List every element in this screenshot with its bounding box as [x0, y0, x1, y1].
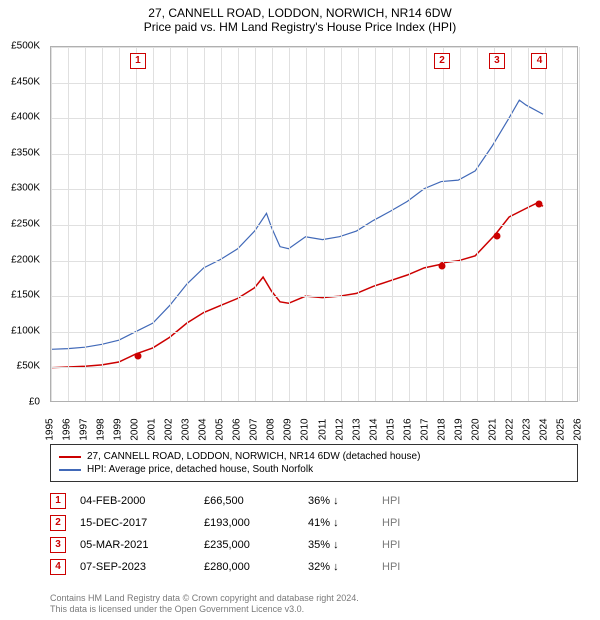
x-tick-label: 2018 [436, 418, 447, 440]
sale-date: 05-MAR-2021 [80, 539, 190, 551]
sale-pct: 41% ↓ [308, 517, 368, 529]
sale-table-row: 4 07-SEP-2023 £280,000 32% ↓ HPI [50, 556, 578, 578]
sale-marker-box: 3 [489, 53, 505, 69]
x-tick-label: 1999 [113, 418, 124, 440]
x-tick-label: 1996 [62, 418, 73, 440]
x-tick-label: 2024 [538, 418, 549, 440]
chart-title-line1: 27, CANNELL ROAD, LODDON, NORWICH, NR14 … [0, 6, 600, 20]
footer-attribution: Contains HM Land Registry data © Crown c… [50, 593, 578, 616]
chart-svg [51, 47, 577, 401]
y-tick-label: £50K [17, 361, 40, 372]
x-tick-label: 2003 [181, 418, 192, 440]
legend-item: HPI: Average price, detached house, Sout… [59, 463, 569, 476]
footer-line2: This data is licensed under the Open Gov… [50, 604, 578, 616]
y-tick-label: £350K [11, 147, 40, 158]
sale-row-marker: 1 [50, 493, 66, 509]
sale-pct: 35% ↓ [308, 539, 368, 551]
sale-dot [493, 232, 500, 239]
legend-swatch [59, 469, 81, 471]
sale-date: 15-DEC-2017 [80, 517, 190, 529]
x-tick-label: 2016 [402, 418, 413, 440]
x-tick-label: 2019 [453, 418, 464, 440]
sale-price: £66,500 [204, 495, 294, 507]
sale-hpi-label: HPI [382, 517, 400, 529]
sale-date: 07-SEP-2023 [80, 561, 190, 573]
x-tick-label: 1997 [79, 418, 90, 440]
y-tick-label: £500K [11, 41, 40, 52]
chart-legend: 27, CANNELL ROAD, LODDON, NORWICH, NR14 … [50, 444, 578, 482]
y-tick-label: £450K [11, 76, 40, 87]
x-tick-label: 2008 [266, 418, 277, 440]
y-tick-label: £0 [29, 397, 40, 408]
sale-pct: 32% ↓ [308, 561, 368, 573]
legend-swatch [59, 456, 81, 458]
x-tick-label: 2004 [198, 418, 209, 440]
x-axis: 1995199619971998199920002001200220032004… [50, 406, 578, 446]
sale-hpi-label: HPI [382, 539, 400, 551]
x-tick-label: 2022 [504, 418, 515, 440]
x-tick-label: 2002 [164, 418, 175, 440]
sale-row-marker: 3 [50, 537, 66, 553]
x-tick-label: 1995 [45, 418, 56, 440]
sale-date: 04-FEB-2000 [80, 495, 190, 507]
x-tick-label: 2020 [470, 418, 481, 440]
x-tick-label: 2017 [419, 418, 430, 440]
y-tick-label: £100K [11, 325, 40, 336]
sale-dot [536, 200, 543, 207]
y-tick-label: £250K [11, 219, 40, 230]
sale-marker-box: 2 [434, 53, 450, 69]
sale-marker-box: 1 [130, 53, 146, 69]
x-tick-label: 2005 [215, 418, 226, 440]
sale-table-row: 3 05-MAR-2021 £235,000 35% ↓ HPI [50, 534, 578, 556]
legend-label: HPI: Average price, detached house, Sout… [87, 464, 313, 475]
x-tick-label: 1998 [96, 418, 107, 440]
y-axis: £0£50K£100K£150K£200K£250K£300K£350K£400… [0, 46, 46, 402]
legend-label: 27, CANNELL ROAD, LODDON, NORWICH, NR14 … [87, 451, 420, 462]
x-tick-label: 2023 [521, 418, 532, 440]
sales-table: 1 04-FEB-2000 £66,500 36% ↓ HPI 2 15-DEC-2017 £… [50, 490, 578, 578]
sale-dot [439, 262, 446, 269]
x-tick-label: 2015 [385, 418, 396, 440]
x-tick-label: 2009 [283, 418, 294, 440]
x-tick-label: 2006 [232, 418, 243, 440]
y-tick-label: £150K [11, 290, 40, 301]
sale-pct: 36% ↓ [308, 495, 368, 507]
footer-line1: Contains HM Land Registry data © Crown c… [50, 593, 578, 605]
sale-table-row: 1 04-FEB-2000 £66,500 36% ↓ HPI [50, 490, 578, 512]
x-tick-label: 2001 [147, 418, 158, 440]
x-tick-label: 2025 [555, 418, 566, 440]
legend-item: 27, CANNELL ROAD, LODDON, NORWICH, NR14 … [59, 450, 569, 463]
sale-table-row: 2 15-DEC-2017 £193,000 41% ↓ HPI [50, 512, 578, 534]
x-tick-label: 2010 [300, 418, 311, 440]
chart-plot-area: 1 2 3 4 [50, 46, 578, 402]
sale-hpi-label: HPI [382, 495, 400, 507]
y-tick-label: £300K [11, 183, 40, 194]
sale-marker-box: 4 [531, 53, 547, 69]
sale-row-marker: 4 [50, 559, 66, 575]
x-tick-label: 2021 [487, 418, 498, 440]
sale-price: £280,000 [204, 561, 294, 573]
x-tick-label: 2014 [368, 418, 379, 440]
sale-row-marker: 2 [50, 515, 66, 531]
sale-price: £235,000 [204, 539, 294, 551]
series-price_paid [51, 203, 543, 368]
sale-price: £193,000 [204, 517, 294, 529]
sale-dot [134, 352, 141, 359]
y-tick-label: £400K [11, 112, 40, 123]
sale-hpi-label: HPI [382, 561, 400, 573]
x-tick-label: 2011 [317, 419, 328, 441]
y-tick-label: £200K [11, 254, 40, 265]
x-tick-label: 2012 [334, 418, 345, 440]
x-tick-label: 2000 [130, 418, 141, 440]
x-tick-label: 2007 [249, 418, 260, 440]
chart-title-line2: Price paid vs. HM Land Registry's House … [0, 20, 600, 34]
x-tick-label: 2026 [573, 418, 584, 440]
x-tick-label: 2013 [351, 418, 362, 440]
